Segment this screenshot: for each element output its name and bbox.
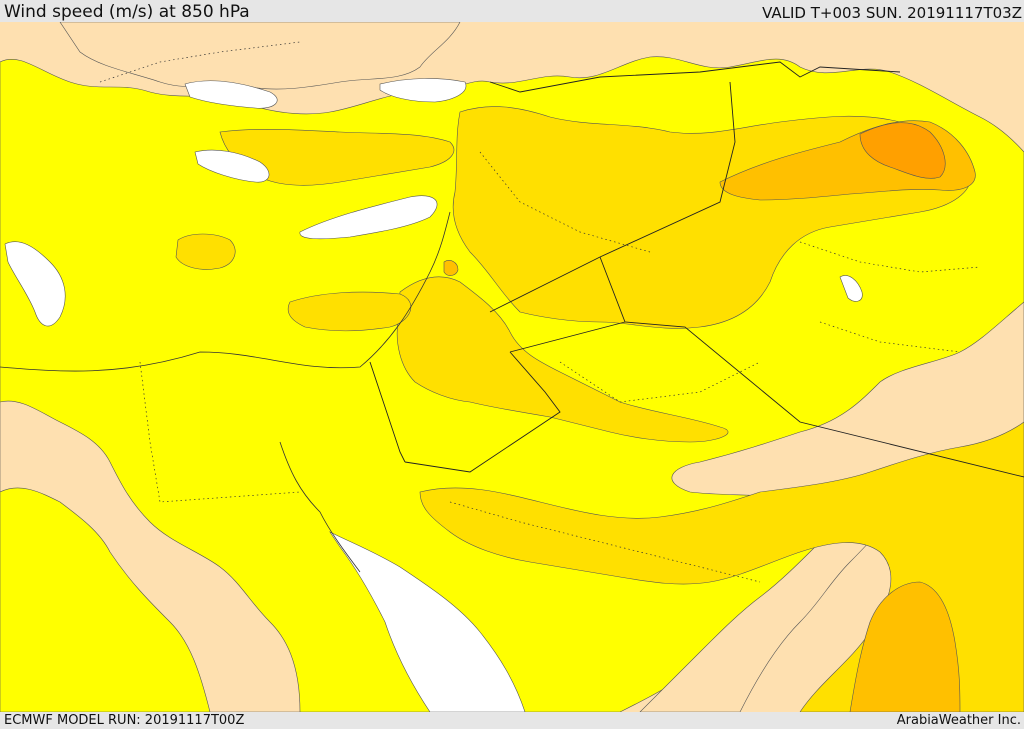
header-bar xyxy=(0,0,1024,22)
border-jordan-saudi xyxy=(509,321,626,353)
country-borders xyxy=(369,61,1024,478)
border-iraq-iran xyxy=(599,81,736,258)
admin-line-3 xyxy=(559,361,761,403)
wind-zone-gold-sinai xyxy=(287,291,412,332)
border-jordan-east xyxy=(404,351,561,473)
water-cyprus-strait xyxy=(194,149,270,183)
border-north xyxy=(489,61,901,93)
border-iraq-syria-north xyxy=(489,256,601,313)
wind-zone-amber-se xyxy=(849,581,961,712)
coast-sinai xyxy=(279,441,361,573)
admin-line-6 xyxy=(99,41,301,83)
water-north-coast-2 xyxy=(379,78,467,103)
wind-zone-gold-jordan xyxy=(396,276,729,443)
coastlines xyxy=(0,211,451,573)
wind-zone-gold-blob xyxy=(175,233,236,270)
wind-zone-yellow-sw xyxy=(0,487,211,712)
admin-boundaries xyxy=(99,41,981,583)
wind-speed-map xyxy=(0,22,1024,712)
wind-zone-orange xyxy=(859,122,946,179)
admin-line-2 xyxy=(479,151,651,253)
admin-line-1 xyxy=(139,361,301,503)
border-egypt-israel xyxy=(369,361,406,463)
map-title: Wind speed (m/s) at 850 hPa xyxy=(4,2,250,22)
water-red-sea xyxy=(329,531,526,712)
model-run-label: ECMWF MODEL RUN: 20191117T00Z xyxy=(4,713,245,728)
water-caspian-lake xyxy=(839,275,863,302)
admin-line-7 xyxy=(819,321,961,353)
admin-line-5 xyxy=(799,241,981,273)
wind-zone-low-nw xyxy=(59,22,461,90)
water-north-coast xyxy=(184,80,278,109)
footer-bar xyxy=(0,712,1024,729)
credit-label: ArabiaWeather Inc. xyxy=(896,713,1021,728)
border-syria-iraq xyxy=(599,256,1024,478)
wind-zone-amber-lebanon xyxy=(443,260,459,276)
water-aegean xyxy=(4,241,66,327)
water-mediterranean-blob xyxy=(299,195,438,240)
valid-time: VALID T+003 SUN. 20191117T03Z xyxy=(762,4,1022,22)
coast-levant xyxy=(0,211,451,372)
